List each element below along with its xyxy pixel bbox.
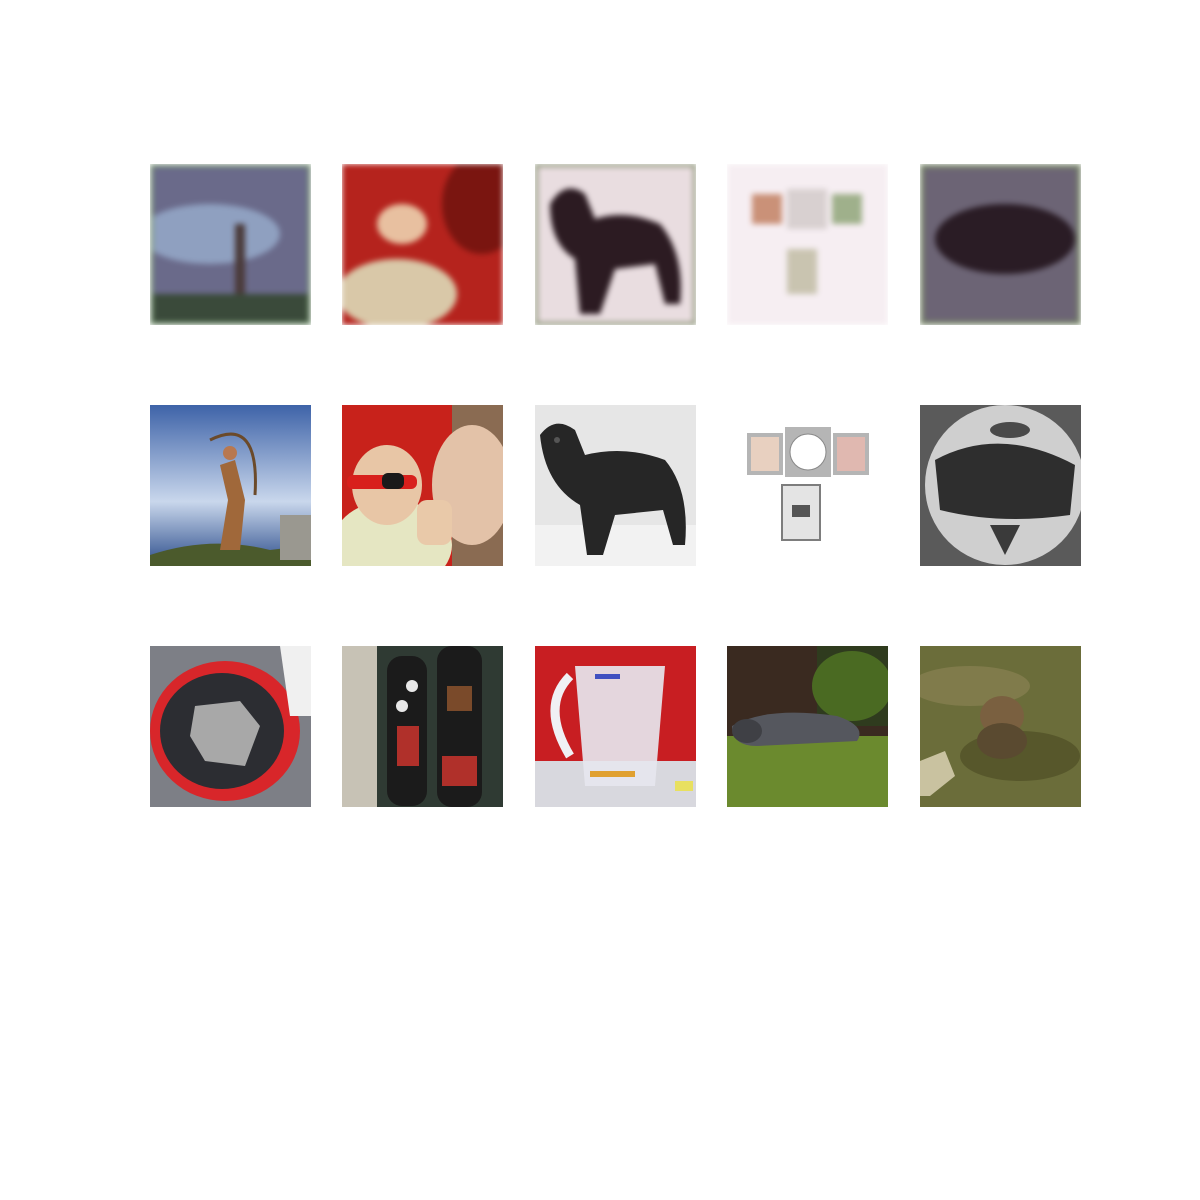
reconstruction-archer — [150, 164, 311, 325]
photo-sleeping-dog — [727, 646, 888, 807]
photo-archer — [150, 405, 311, 566]
photo-clock-frame-image — [727, 405, 888, 566]
photo-helmet-interior — [150, 646, 311, 807]
reconstruction-dog — [535, 164, 696, 325]
photo-sleeping-dog-image — [727, 646, 888, 807]
reconstruction-clock — [727, 164, 888, 325]
photo-helmet-interior-image — [150, 646, 311, 807]
photo-black-dog-image — [535, 405, 696, 566]
reconstruction-archer-image — [150, 164, 311, 325]
photo-gondolas-image — [342, 646, 503, 807]
photo-motorcycle-helmet-image — [920, 405, 1081, 566]
photo-measuring-jug-image — [535, 646, 696, 807]
reconstruction-dog-image — [535, 164, 696, 325]
photo-baby-sunglasses — [342, 405, 503, 566]
reconstruction-baby-image — [342, 164, 503, 325]
reconstruction-helmet — [920, 164, 1081, 325]
photo-otter-image — [920, 646, 1081, 807]
reconstruction-clock-image — [727, 164, 888, 325]
photo-measuring-jug — [535, 646, 696, 807]
photo-black-dog — [535, 405, 696, 566]
photo-otter — [920, 646, 1081, 807]
photo-motorcycle-helmet — [920, 405, 1081, 566]
photo-archer-image — [150, 405, 311, 566]
reconstruction-baby — [342, 164, 503, 325]
photo-gondolas — [342, 646, 503, 807]
reconstruction-helmet-image — [920, 164, 1081, 325]
photo-baby-sunglasses-image — [342, 405, 503, 566]
photo-clock-frame — [727, 405, 888, 566]
